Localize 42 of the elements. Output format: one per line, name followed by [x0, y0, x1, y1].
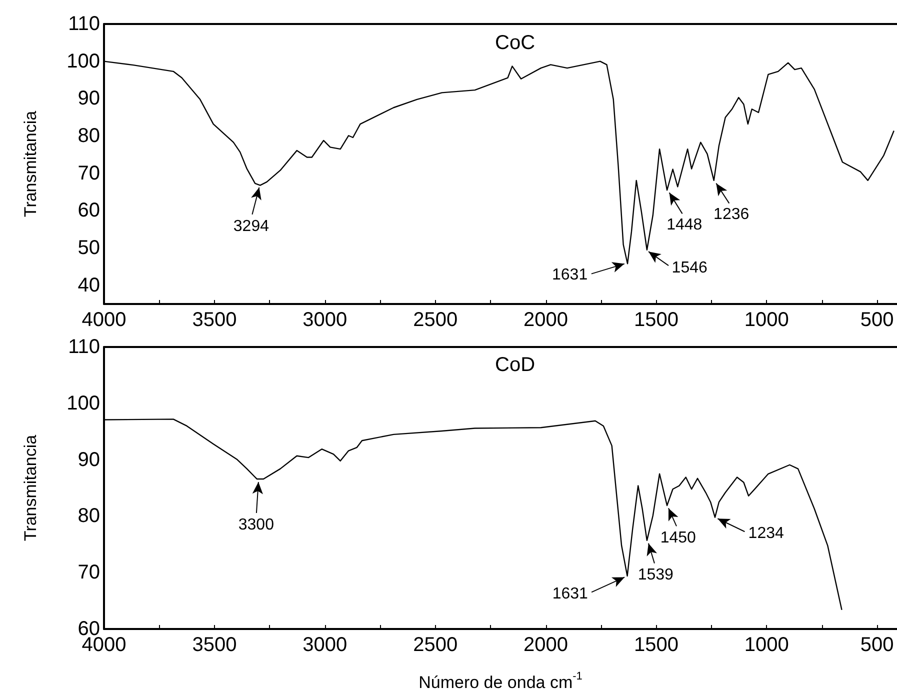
x-tick-label: 2000 [524, 309, 568, 331]
annotation: 1631 [552, 585, 588, 602]
annotation: 1236 [714, 206, 750, 224]
x-tick-label: 1000 [744, 634, 789, 656]
annotation: 1539 [638, 566, 674, 584]
x-tick-label: 3000 [302, 634, 348, 656]
annotation: 1450 [660, 529, 696, 546]
y-axis-title: Transmitancia [21, 110, 40, 218]
y-tick-label: 80 [78, 505, 100, 528]
x-tick-label: 500 [860, 634, 894, 656]
annotation: 1631 [552, 266, 588, 284]
x-tick-label: 2000 [524, 634, 568, 656]
x-tick-label: 1000 [744, 309, 789, 331]
chart-title: CoD [495, 354, 536, 376]
x-tick-label: 3000 [302, 309, 348, 331]
y-tick-label: 110 [68, 336, 100, 358]
annotation: 3294 [233, 218, 270, 235]
y-tick-label: 110 [68, 13, 100, 35]
y-tick-label: 50 [78, 237, 100, 259]
x-tick-label: 1500 [634, 634, 678, 656]
chart-title: CoC [495, 32, 536, 54]
y-tick-label: 90 [78, 88, 100, 110]
x-tick-label: 2500 [413, 634, 458, 656]
y-tick-label: 80 [78, 125, 100, 147]
y-tick-label: 90 [78, 448, 100, 471]
x-tick-label: 1500 [634, 309, 678, 331]
y-tick-label: 40 [78, 274, 100, 296]
y-tick-label: 100 [66, 50, 100, 72]
y-tick-label: 100 [66, 392, 100, 414]
annotation: 3300 [238, 516, 274, 534]
x-tick-label: 2500 [413, 309, 458, 331]
annotation: 1448 [666, 216, 702, 234]
y-tick-label: 70 [78, 562, 100, 584]
x-tick-label: 500 [860, 309, 894, 331]
x-tick-label: 3500 [192, 634, 237, 656]
y-tick-label: 70 [78, 162, 100, 184]
x-tick-label: 3500 [192, 309, 237, 331]
x-tick-label: 4000 [82, 309, 126, 331]
y-axis-title: Transmitancia [21, 434, 40, 542]
annotation: 1546 [672, 259, 708, 276]
y-tick-label: 60 [78, 200, 100, 222]
annotation: 1234 [748, 524, 784, 542]
